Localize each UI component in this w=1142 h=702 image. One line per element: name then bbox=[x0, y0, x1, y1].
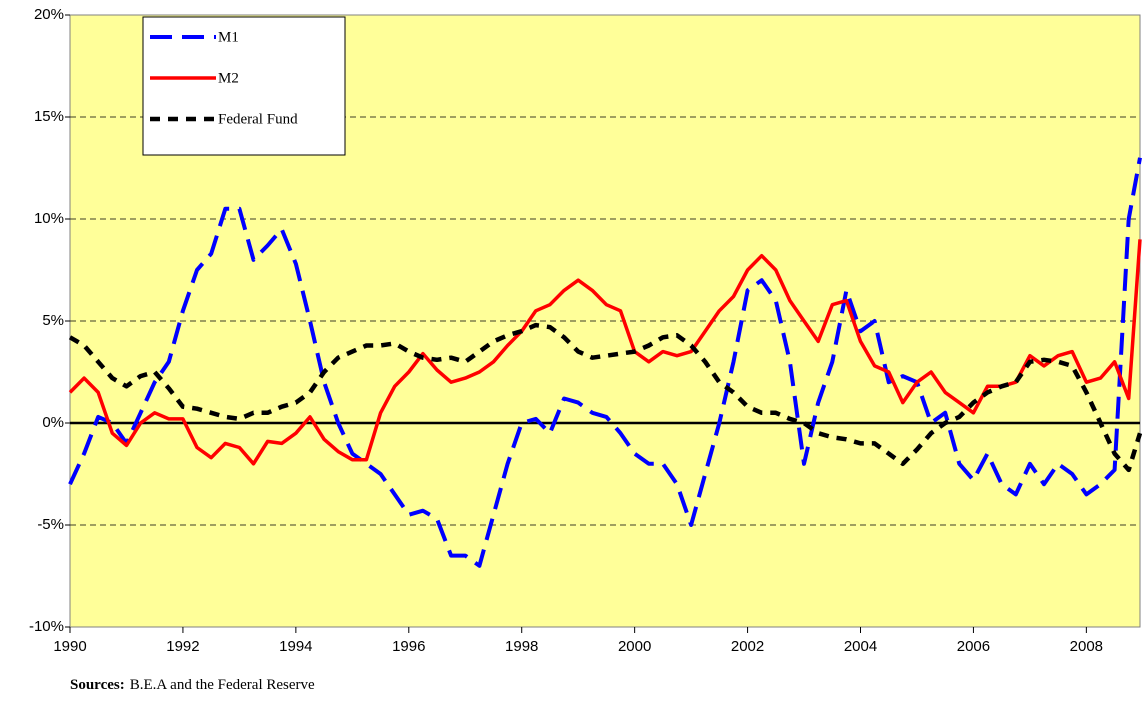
x-tick-label: 2000 bbox=[618, 638, 651, 655]
legend-label: M1 bbox=[218, 29, 239, 45]
series-line bbox=[68, 239, 1142, 466]
y-tick-label: -5% bbox=[37, 516, 64, 533]
y-tick-label: 15% bbox=[34, 108, 64, 125]
y-tick-label: -10% bbox=[29, 618, 64, 635]
x-tick-label: 2002 bbox=[731, 638, 764, 655]
legend-label: Federal Fund bbox=[218, 111, 298, 127]
legend: M1 M2 Federal Fund bbox=[142, 16, 346, 156]
source: Sources: B.E.A and the Federal Reserve bbox=[70, 677, 315, 693]
y-tick-label: 0% bbox=[42, 414, 64, 431]
x-tick-label: 1990 bbox=[53, 638, 86, 655]
x-tick-label: 2006 bbox=[957, 638, 990, 655]
source-label: Sources: bbox=[70, 677, 125, 693]
plot bbox=[68, 116, 1142, 568]
x-tick-label: 2008 bbox=[1070, 638, 1103, 655]
y-tick-label: 5% bbox=[42, 312, 64, 329]
y-tick-label: 10% bbox=[34, 210, 64, 227]
y-tick-label: 20% bbox=[34, 6, 64, 23]
source-text: B.E.A and the Federal Reserve bbox=[130, 677, 315, 693]
x-tick-label: 1994 bbox=[279, 638, 312, 655]
legend-label: M2 bbox=[218, 70, 239, 86]
x-tick-label: 1992 bbox=[166, 638, 199, 655]
series-line bbox=[68, 157, 1142, 568]
x-tick-label: 2004 bbox=[844, 638, 877, 655]
x-tick-label: 1998 bbox=[505, 638, 538, 655]
legend-box bbox=[142, 16, 346, 156]
series-line bbox=[68, 322, 1142, 473]
x-tick-label: 1996 bbox=[392, 638, 425, 655]
